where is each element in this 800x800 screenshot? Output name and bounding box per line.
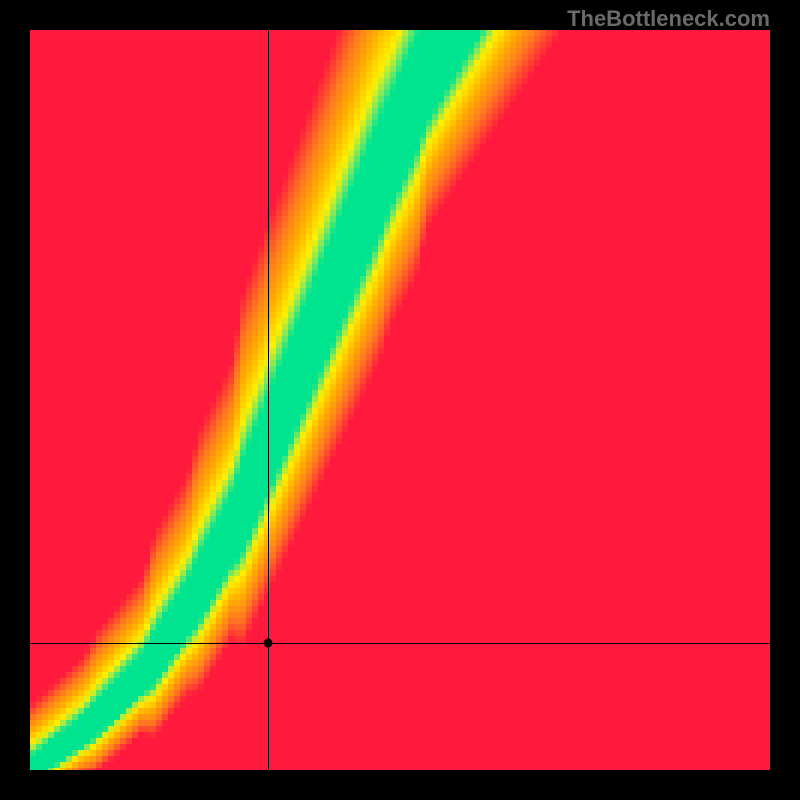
crosshair-horizontal — [30, 643, 770, 644]
crosshair-marker — [263, 638, 272, 647]
crosshair-vertical — [268, 30, 269, 770]
chart-container: TheBottleneck.com — [0, 0, 800, 800]
watermark: TheBottleneck.com — [567, 6, 770, 32]
bottleneck-heatmap — [30, 30, 770, 770]
